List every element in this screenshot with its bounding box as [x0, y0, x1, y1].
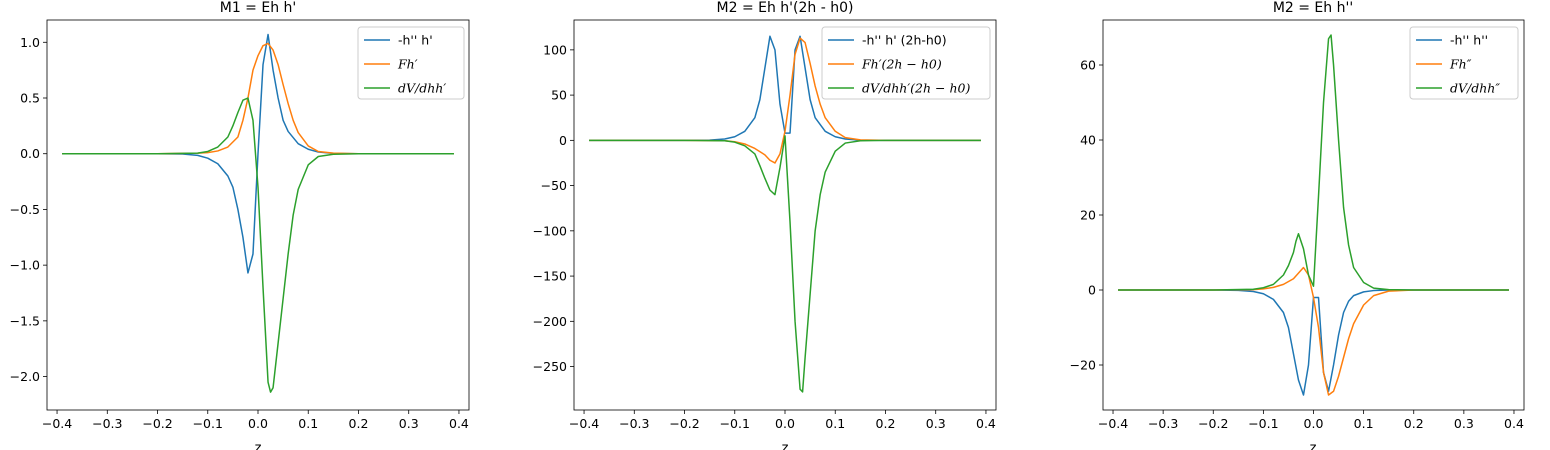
- series-group: [62, 33, 454, 393]
- y-tick-label: −200: [533, 314, 567, 329]
- x-tick-label: 0.2: [876, 416, 896, 431]
- x-tick-label: −0.4: [1098, 416, 1128, 431]
- legend-label: dV/dhh′: [398, 81, 446, 96]
- x-tick-label: −0.4: [569, 416, 599, 431]
- x-axis-label: z: [1310, 441, 1317, 450]
- x-tick-label: 0.4: [976, 416, 996, 431]
- series-line-2: [589, 37, 981, 164]
- y-tick-label: 0: [1088, 283, 1096, 298]
- x-tick-label: 0.3: [399, 416, 419, 431]
- series-line-3: [589, 135, 981, 393]
- x-axis-label: z: [782, 441, 789, 450]
- x-tick-label: −0.3: [1148, 416, 1178, 431]
- subplot-1: M1 = Eh h' z −0.4 −0.3 −0.2 −0.1 0.0 0.1 0.2 0.…: [10, 0, 470, 450]
- x-tick-label: 0.2: [1404, 416, 1424, 431]
- y-tick-label: 1.0: [20, 35, 40, 50]
- x-tick-label: 0.0: [1304, 416, 1324, 431]
- series-group: [1118, 34, 1509, 396]
- y-tick-label: 60: [1080, 58, 1096, 73]
- y-tick-label: −1.0: [10, 258, 40, 273]
- x-tick-label: 0.0: [248, 416, 268, 431]
- series-group: [589, 35, 981, 393]
- legend-label: dV/dhh′(2h − h0): [862, 81, 970, 96]
- legend-label: dV/dhh″: [1450, 81, 1500, 96]
- x-axis-label: z: [255, 441, 262, 450]
- series-line-2: [1118, 266, 1509, 396]
- legend-label: Fh′(2h − h0): [861, 57, 942, 72]
- series-line-1: [62, 33, 454, 274]
- y-tick-label: −2.0: [10, 369, 40, 384]
- subplot-title: M2 = Eh h'(2h - h0): [717, 0, 854, 16]
- x-tick-label: −0.2: [142, 416, 172, 431]
- y-tick-label: −1.5: [10, 313, 40, 328]
- x-tick-label: −0.1: [193, 416, 223, 431]
- y-tick-label: 0: [559, 133, 567, 148]
- y-tick-label: 50: [551, 88, 567, 103]
- legend-box: [821, 26, 991, 100]
- y-tick-label: −20: [1070, 358, 1096, 373]
- series-line-3: [1118, 34, 1509, 291]
- x-tick-label: 0.4: [449, 416, 469, 431]
- x-tick-label: 0.3: [1454, 416, 1474, 431]
- x-tick-label: −0.2: [669, 416, 699, 431]
- x-tick-label: −0.4: [42, 416, 72, 431]
- y-tick-label: −50: [541, 178, 567, 193]
- legend: -h'' h' (2h-h0) Fh′(2h − h0) dV/dhh′(2h − …: [821, 26, 991, 100]
- legend-box: [357, 26, 465, 100]
- x-tick-label: 0.1: [298, 416, 318, 431]
- x-tick-label: −0.3: [619, 416, 649, 431]
- y-tick-label: 40: [1080, 133, 1096, 148]
- series-line-3: [62, 97, 454, 393]
- legend-label: -h'' h'': [1450, 33, 1488, 48]
- y-tick-label: 0.5: [20, 91, 40, 106]
- y-tick-label: 0.0: [20, 146, 40, 161]
- legend-label: Fh′: [397, 57, 418, 72]
- legend-label: -h'' h': [398, 33, 433, 48]
- x-tick-label: 0.1: [1354, 416, 1374, 431]
- y-tick-label: −250: [533, 359, 567, 374]
- legend: -h'' h'' Fh″ dV/dhh″: [1409, 26, 1519, 100]
- y-tick-label: 100: [543, 42, 567, 57]
- legend-label: -h'' h' (2h-h0): [862, 33, 947, 48]
- y-tick-label: 20: [1080, 208, 1096, 223]
- legend-box: [1409, 26, 1519, 100]
- x-tick-label: −0.1: [1248, 416, 1278, 431]
- series-line-1: [1118, 289, 1509, 396]
- x-tick-label: 0.3: [926, 416, 946, 431]
- y-tick-label: −0.5: [10, 202, 40, 217]
- subplot-title: M2 = Eh h'': [1273, 0, 1353, 16]
- subplot-2: M2 = Eh h'(2h - h0) z −0.4 −0.3 −0.2 −0.1 0.…: [533, 0, 997, 450]
- subplot-3: M2 = Eh h'' z −0.4 −0.3 −0.2 −0.1 0.0 0.1 0.2 0…: [1070, 0, 1525, 450]
- x-tick-label: 0.0: [775, 416, 795, 431]
- subplot-title: M1 = Eh h': [220, 0, 297, 16]
- x-tick-label: 0.2: [349, 416, 369, 431]
- series-line-2: [62, 42, 454, 155]
- x-tick-label: −0.3: [92, 416, 122, 431]
- x-tick-label: −0.2: [1198, 416, 1228, 431]
- y-tick-label: −100: [533, 223, 567, 238]
- legend-label: Fh″: [1449, 57, 1472, 72]
- x-tick-label: 0.1: [825, 416, 845, 431]
- legend: -h'' h' Fh′ dV/dhh′: [357, 26, 465, 100]
- x-tick-label: −0.1: [720, 416, 750, 431]
- x-tick-label: 0.4: [1504, 416, 1524, 431]
- y-tick-label: −150: [533, 269, 567, 284]
